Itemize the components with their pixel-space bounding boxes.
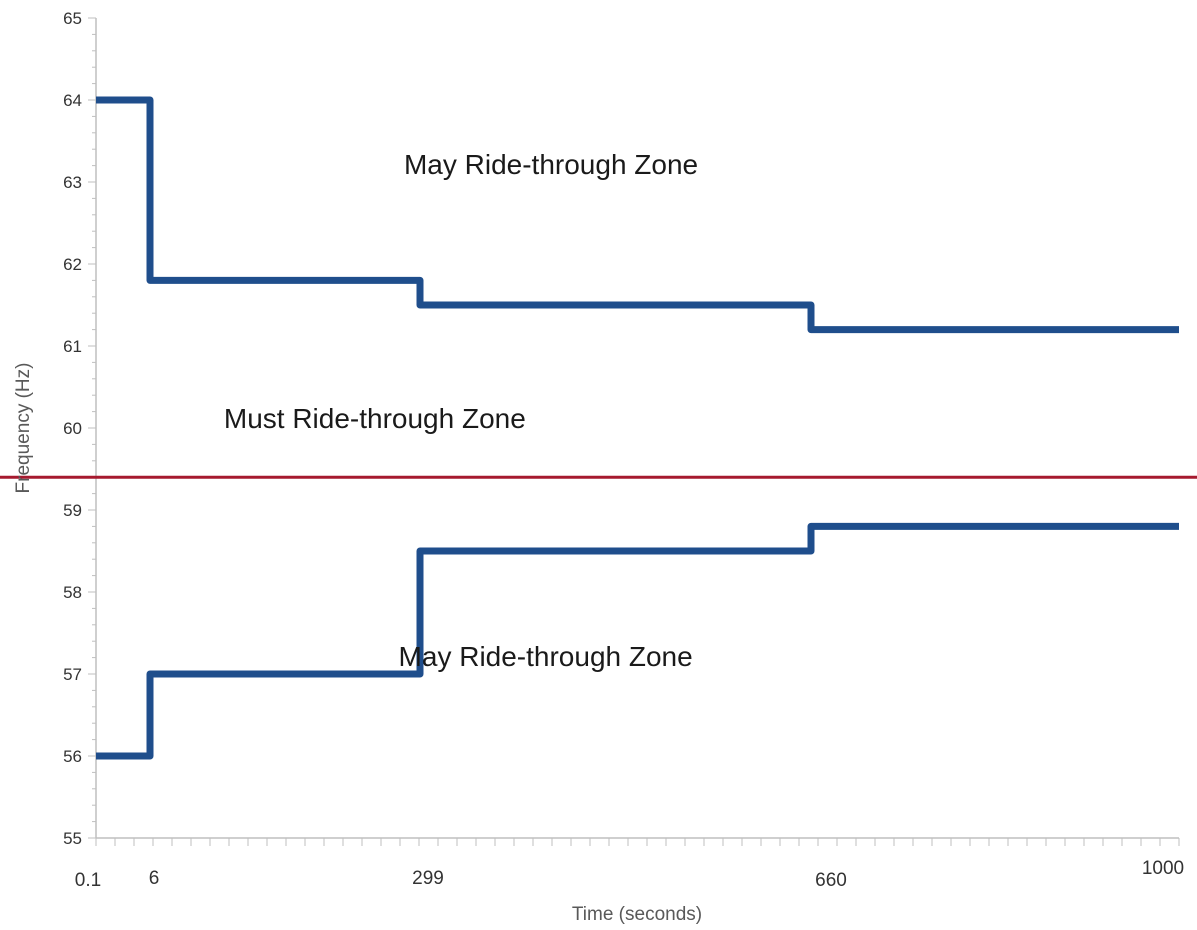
y-tick-label: 65	[63, 9, 82, 28]
x-tick-label: 660	[815, 870, 847, 891]
y-tick-label: 64	[63, 91, 82, 110]
y-tick-label: 59	[63, 501, 82, 520]
series-lines	[96, 96, 1179, 760]
y-tick-label: 57	[63, 665, 82, 684]
x-tick-label: 299	[412, 868, 444, 889]
zone-label: Must Ride-through Zone	[224, 403, 526, 434]
y-tick-label: 56	[63, 747, 82, 766]
y-tick-label: 61	[63, 337, 82, 356]
upper-limit-line	[96, 96, 1179, 334]
y-tick-label: 58	[63, 583, 82, 602]
x-tick-label: 6	[149, 868, 160, 889]
y-tick-label: 63	[63, 173, 82, 192]
y-axis-title: Frequency (Hz)	[13, 363, 34, 494]
zone-label: May Ride-through Zone	[404, 149, 698, 180]
zone-annotations: May Ride-through Zone Must Ride-through Z…	[224, 149, 698, 672]
x-tick-label: 1000	[1142, 858, 1184, 879]
zone-label: May Ride-through Zone	[399, 641, 693, 672]
y-tick-labels: 55 56 57 58 59 60 61 62 63 64 65	[63, 9, 82, 848]
x-axis-title: Time (seconds)	[572, 904, 702, 925]
y-tick-label: 55	[63, 829, 82, 848]
y-tick-label: 62	[63, 255, 82, 274]
axes	[88, 17, 1180, 846]
x-tick-labels: 0.1 6 299 660 1000	[75, 858, 1184, 891]
lower-limit-line	[96, 522, 1179, 760]
x-tick-label: 0.1	[75, 870, 101, 891]
y-tick-label: 60	[63, 419, 82, 438]
